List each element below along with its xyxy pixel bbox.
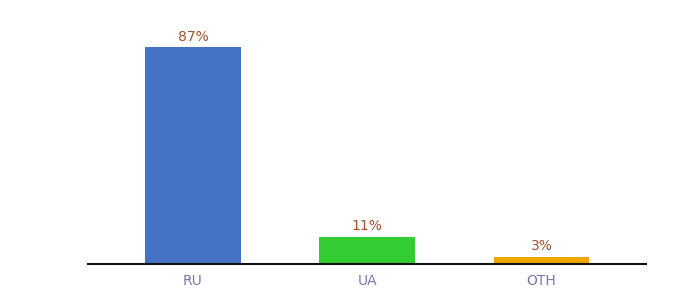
Text: 11%: 11% <box>352 219 383 233</box>
Bar <box>494 256 590 264</box>
Text: 87%: 87% <box>177 30 208 44</box>
Bar <box>145 47 241 264</box>
Text: 3%: 3% <box>530 239 552 253</box>
Bar <box>320 237 415 264</box>
